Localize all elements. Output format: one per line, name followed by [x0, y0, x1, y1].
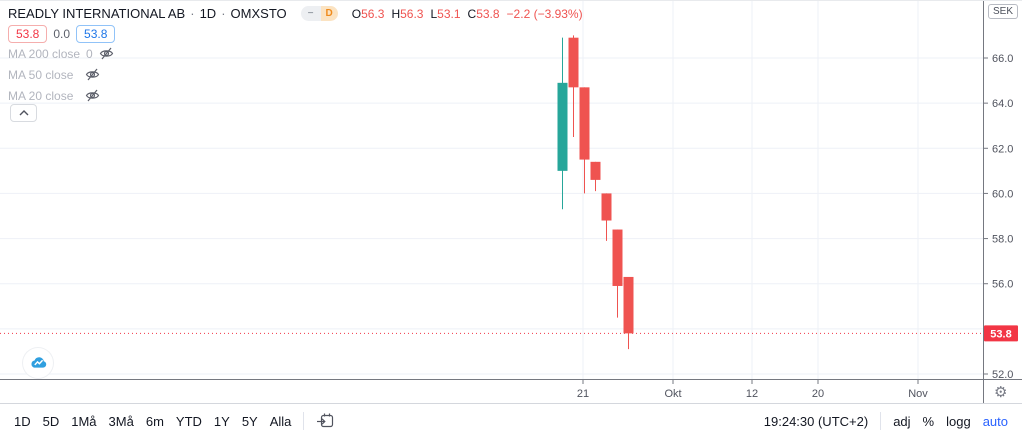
price-tick-label: 62.0	[992, 143, 1013, 155]
price-tick-label: 64.0	[992, 98, 1013, 110]
time-tick-label: 20	[812, 388, 824, 400]
chevron-up-icon	[19, 110, 28, 116]
close-label: C	[467, 6, 477, 21]
candle-body	[568, 37, 579, 88]
range-button-1d[interactable]: 1D	[8, 410, 37, 433]
gear-icon[interactable]: ⚙	[994, 384, 1008, 401]
toolbar-right-group: 19:24:30 (UTC+2) adj % logg auto	[758, 410, 1014, 433]
buy-price-button[interactable]: 53.8	[76, 25, 116, 43]
price-tick-label: 56.0	[992, 279, 1013, 291]
symbol-header: READLY INTERNATIONAL AB · 1D · OMXSTO − …	[8, 6, 583, 21]
candle-body	[623, 276, 634, 334]
range-button-1y[interactable]: 1Y	[208, 410, 236, 433]
spread-value: 0.0	[53, 27, 71, 41]
price-chart-canvas[interactable]: 66.0 64.0 62.0 60.0 58.0 56.0 52.0 21 Okt 12 20 Nov…	[0, 1, 1022, 404]
time-tick-label: 12	[746, 388, 758, 400]
percent-scale-button[interactable]: %	[917, 410, 941, 433]
tradingview-logo[interactable]	[23, 348, 53, 378]
cloud-chart-icon	[31, 357, 47, 368]
interval-label: 1D	[199, 6, 217, 21]
auto-scale-button[interactable]: auto	[977, 410, 1014, 433]
high-value: 56.3	[400, 6, 424, 21]
range-buttons: 1D 5D 1Må 3Må 6m YTD 1Y 5Y Alla	[8, 410, 297, 433]
candle-body	[612, 229, 623, 286]
visibility-off-icon[interactable]	[85, 68, 100, 81]
calendar-arrow-icon	[317, 413, 334, 428]
last-price-tag-label: 53.8	[990, 328, 1011, 340]
collapse-legend-button[interactable]	[10, 104, 37, 122]
time-tick-label: Okt	[664, 388, 681, 400]
last-price-tag	[984, 325, 1018, 342]
study-row-ma200: MA 200 close 0	[8, 43, 114, 64]
time-tick-label: Nov	[908, 388, 928, 400]
title-separator: ·	[190, 6, 195, 21]
range-button-5d[interactable]: 5D	[37, 410, 66, 433]
visibility-off-icon[interactable]	[85, 89, 100, 102]
price-tick-label: 60.0	[992, 188, 1013, 200]
log-scale-button[interactable]: logg	[940, 410, 977, 433]
sell-price-button[interactable]: 53.8	[8, 25, 48, 43]
ohlc-readout: O 56.3 H 56.3 L 53.1 C 53.8 −2.2 (−3.93%…	[352, 7, 583, 21]
range-button-6m[interactable]: 6m	[140, 410, 170, 433]
price-tick-label: 58.0	[992, 234, 1013, 246]
high-label: H	[391, 6, 401, 21]
clock-timezone-button[interactable]: 19:24:30 (UTC+2)	[758, 410, 874, 433]
studies-legend: MA 200 close 0 MA 50 close MA 20 close	[8, 43, 114, 106]
go-to-date-button[interactable]	[310, 408, 340, 434]
change-value: −2.2 (−3.93%)	[506, 6, 583, 21]
study-row-ma20: MA 20 close	[8, 85, 114, 106]
candle-body	[601, 193, 612, 221]
minus-icon: −	[300, 6, 321, 21]
study-value: 0	[86, 46, 93, 61]
open-label: O	[351, 6, 362, 21]
study-label: MA 20 close	[8, 88, 74, 103]
close-value: 53.8	[476, 6, 500, 21]
currency-axis-button[interactable]: SEK	[988, 4, 1019, 19]
study-row-ma50: MA 50 close	[8, 64, 114, 85]
range-button-3må[interactable]: 3Må	[103, 410, 140, 433]
study-label: MA 200 close	[8, 46, 81, 61]
toolbar-separator	[303, 412, 305, 430]
price-tick-label: 52.0	[992, 369, 1013, 381]
symbol-title: READLY INTERNATIONAL AB	[8, 6, 186, 21]
daily-interval-badge: D	[320, 6, 338, 21]
bid-ask-row: 53.8 0.0 53.8	[8, 25, 116, 43]
interval-badge-button[interactable]: − D	[300, 6, 338, 21]
open-value: 56.3	[361, 6, 385, 21]
range-button-alla[interactable]: Alla	[264, 410, 298, 433]
candle-body	[590, 161, 601, 180]
range-button-1må[interactable]: 1Må	[65, 410, 102, 433]
exchange-label: OMXSTO	[230, 6, 287, 21]
study-label: MA 50 close	[8, 67, 74, 82]
range-button-5y[interactable]: 5Y	[236, 410, 264, 433]
title-separator: ·	[221, 6, 226, 21]
adjust-data-button[interactable]: adj	[887, 410, 916, 433]
candle-body	[579, 87, 590, 160]
time-tick-label: 21	[577, 388, 589, 400]
low-value: 53.1	[437, 6, 461, 21]
price-tick-label: 66.0	[992, 53, 1013, 65]
bottom-toolbar: 1D 5D 1Må 3Må 6m YTD 1Y 5Y Alla 19:24:30 (UTC+2)…	[0, 403, 1022, 438]
candle-body	[557, 82, 568, 171]
visibility-off-icon[interactable]	[99, 47, 114, 60]
range-button-ytd[interactable]: YTD	[170, 410, 208, 433]
low-label: L	[430, 6, 438, 21]
toolbar-separator	[880, 412, 882, 430]
